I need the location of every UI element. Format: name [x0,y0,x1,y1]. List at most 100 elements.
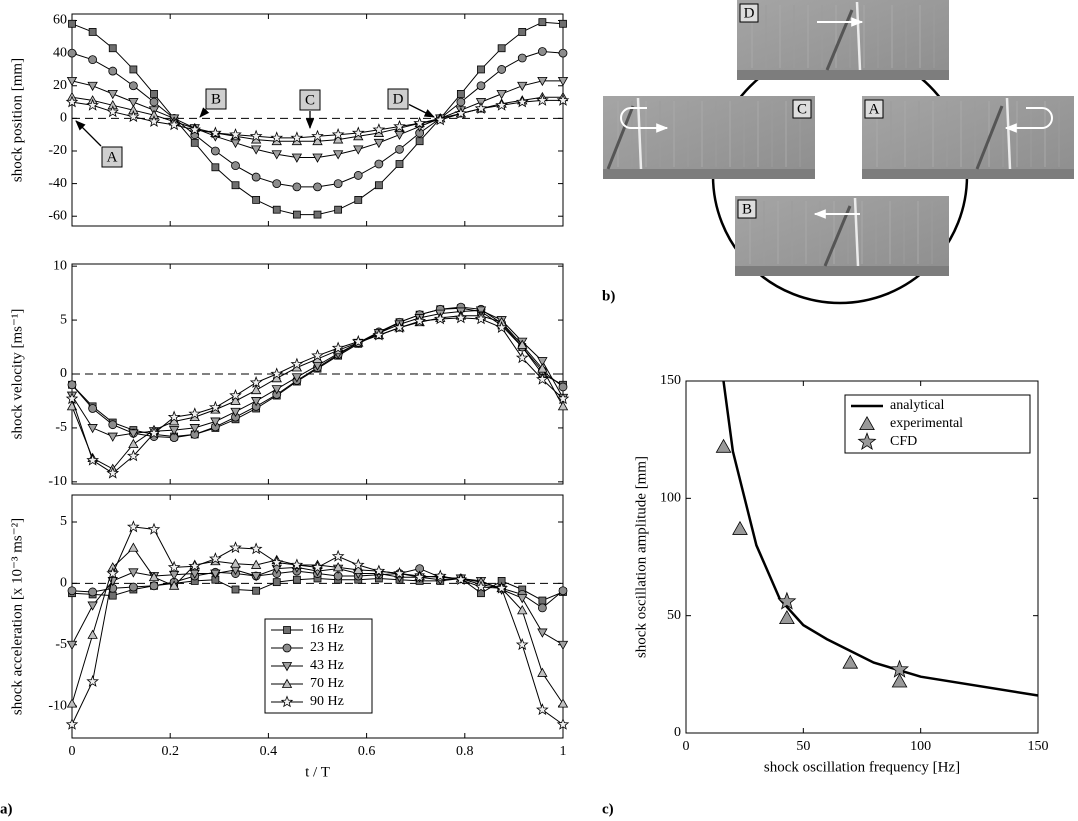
marker [211,163,220,172]
annotation-arrow [408,103,435,118]
marker [537,628,548,638]
shock [825,9,854,71]
marker [372,123,386,136]
y-axis-label: shock position [mm] [9,58,25,182]
marker [150,90,158,98]
marker [311,129,324,142]
marker [128,568,139,578]
marker [495,98,509,111]
annotation-box [205,88,227,110]
marker [515,638,529,651]
marker [230,395,241,405]
legend-label: 43 Hz [310,658,344,673]
marker [732,520,748,535]
marker [351,126,365,139]
marker [454,311,468,324]
marker [167,118,181,131]
marker [290,357,304,370]
marker [474,101,488,114]
marker [535,93,549,106]
marker [67,48,77,58]
marker [311,560,324,573]
shock [1005,97,1012,170]
marker [454,106,468,119]
marker [271,150,282,160]
marker [353,145,364,155]
shock [975,105,1004,170]
marker [537,76,548,87]
marker [537,47,547,56]
legend-label: experimental [890,416,963,431]
marker [188,559,202,572]
marker [68,19,76,28]
marker [556,392,570,405]
frame-image [862,96,1074,179]
marker [374,181,383,190]
marker [890,659,909,678]
marker [107,577,118,587]
frame-label: D [744,5,755,21]
annotation-label: C [305,92,315,108]
marker [67,380,77,390]
marker [332,134,344,144]
marker [537,363,548,373]
marker [558,382,568,392]
marker [331,128,345,141]
marker [779,609,795,625]
marker [272,205,281,214]
series-line [722,380,1039,697]
schlieren-frame: B [735,196,949,276]
marker [230,558,241,568]
y-tick-label: 40 [53,45,67,60]
marker [537,357,548,367]
marker [353,564,364,574]
frame-label-box [737,199,757,219]
marker [474,312,488,325]
wall [737,70,949,80]
marker [250,384,262,395]
marker [497,44,506,53]
annotation-box [387,88,409,110]
marker [393,119,406,132]
marker [891,673,908,688]
marker [281,662,293,672]
marker [210,146,220,156]
marker [517,81,528,92]
marker [108,44,117,53]
wall [735,266,949,276]
marker [556,93,570,106]
marker [413,314,426,327]
x-tick-label: 0.4 [260,744,278,759]
marker [249,129,263,142]
marker [281,678,293,688]
panel-label: a) [0,801,13,817]
marker [334,205,343,214]
x-tick-label: 0.2 [161,744,179,759]
marker [231,585,240,594]
marker [65,95,79,108]
x-tick-label: 0 [69,744,76,759]
marker [557,698,569,708]
x-tick-label: 0 [683,739,690,754]
wall [862,169,1074,179]
legend-label: 70 Hz [310,676,344,691]
marker [537,603,547,613]
marker [495,320,509,334]
marker [557,401,569,411]
marker [251,172,261,182]
annotation-label: A [107,149,118,165]
marker [857,432,877,451]
shock [606,105,635,170]
marker [558,586,568,596]
marker [88,404,98,413]
marker [252,196,261,204]
panel-label: c) [602,801,614,817]
marker [332,562,344,572]
marker [127,449,140,462]
marker [270,555,284,568]
y-tick-label: 0 [60,576,67,591]
y-tick-label: -20 [48,143,67,158]
marker [538,596,547,605]
schlieren-frame: D [737,0,949,80]
series-line [71,315,564,470]
